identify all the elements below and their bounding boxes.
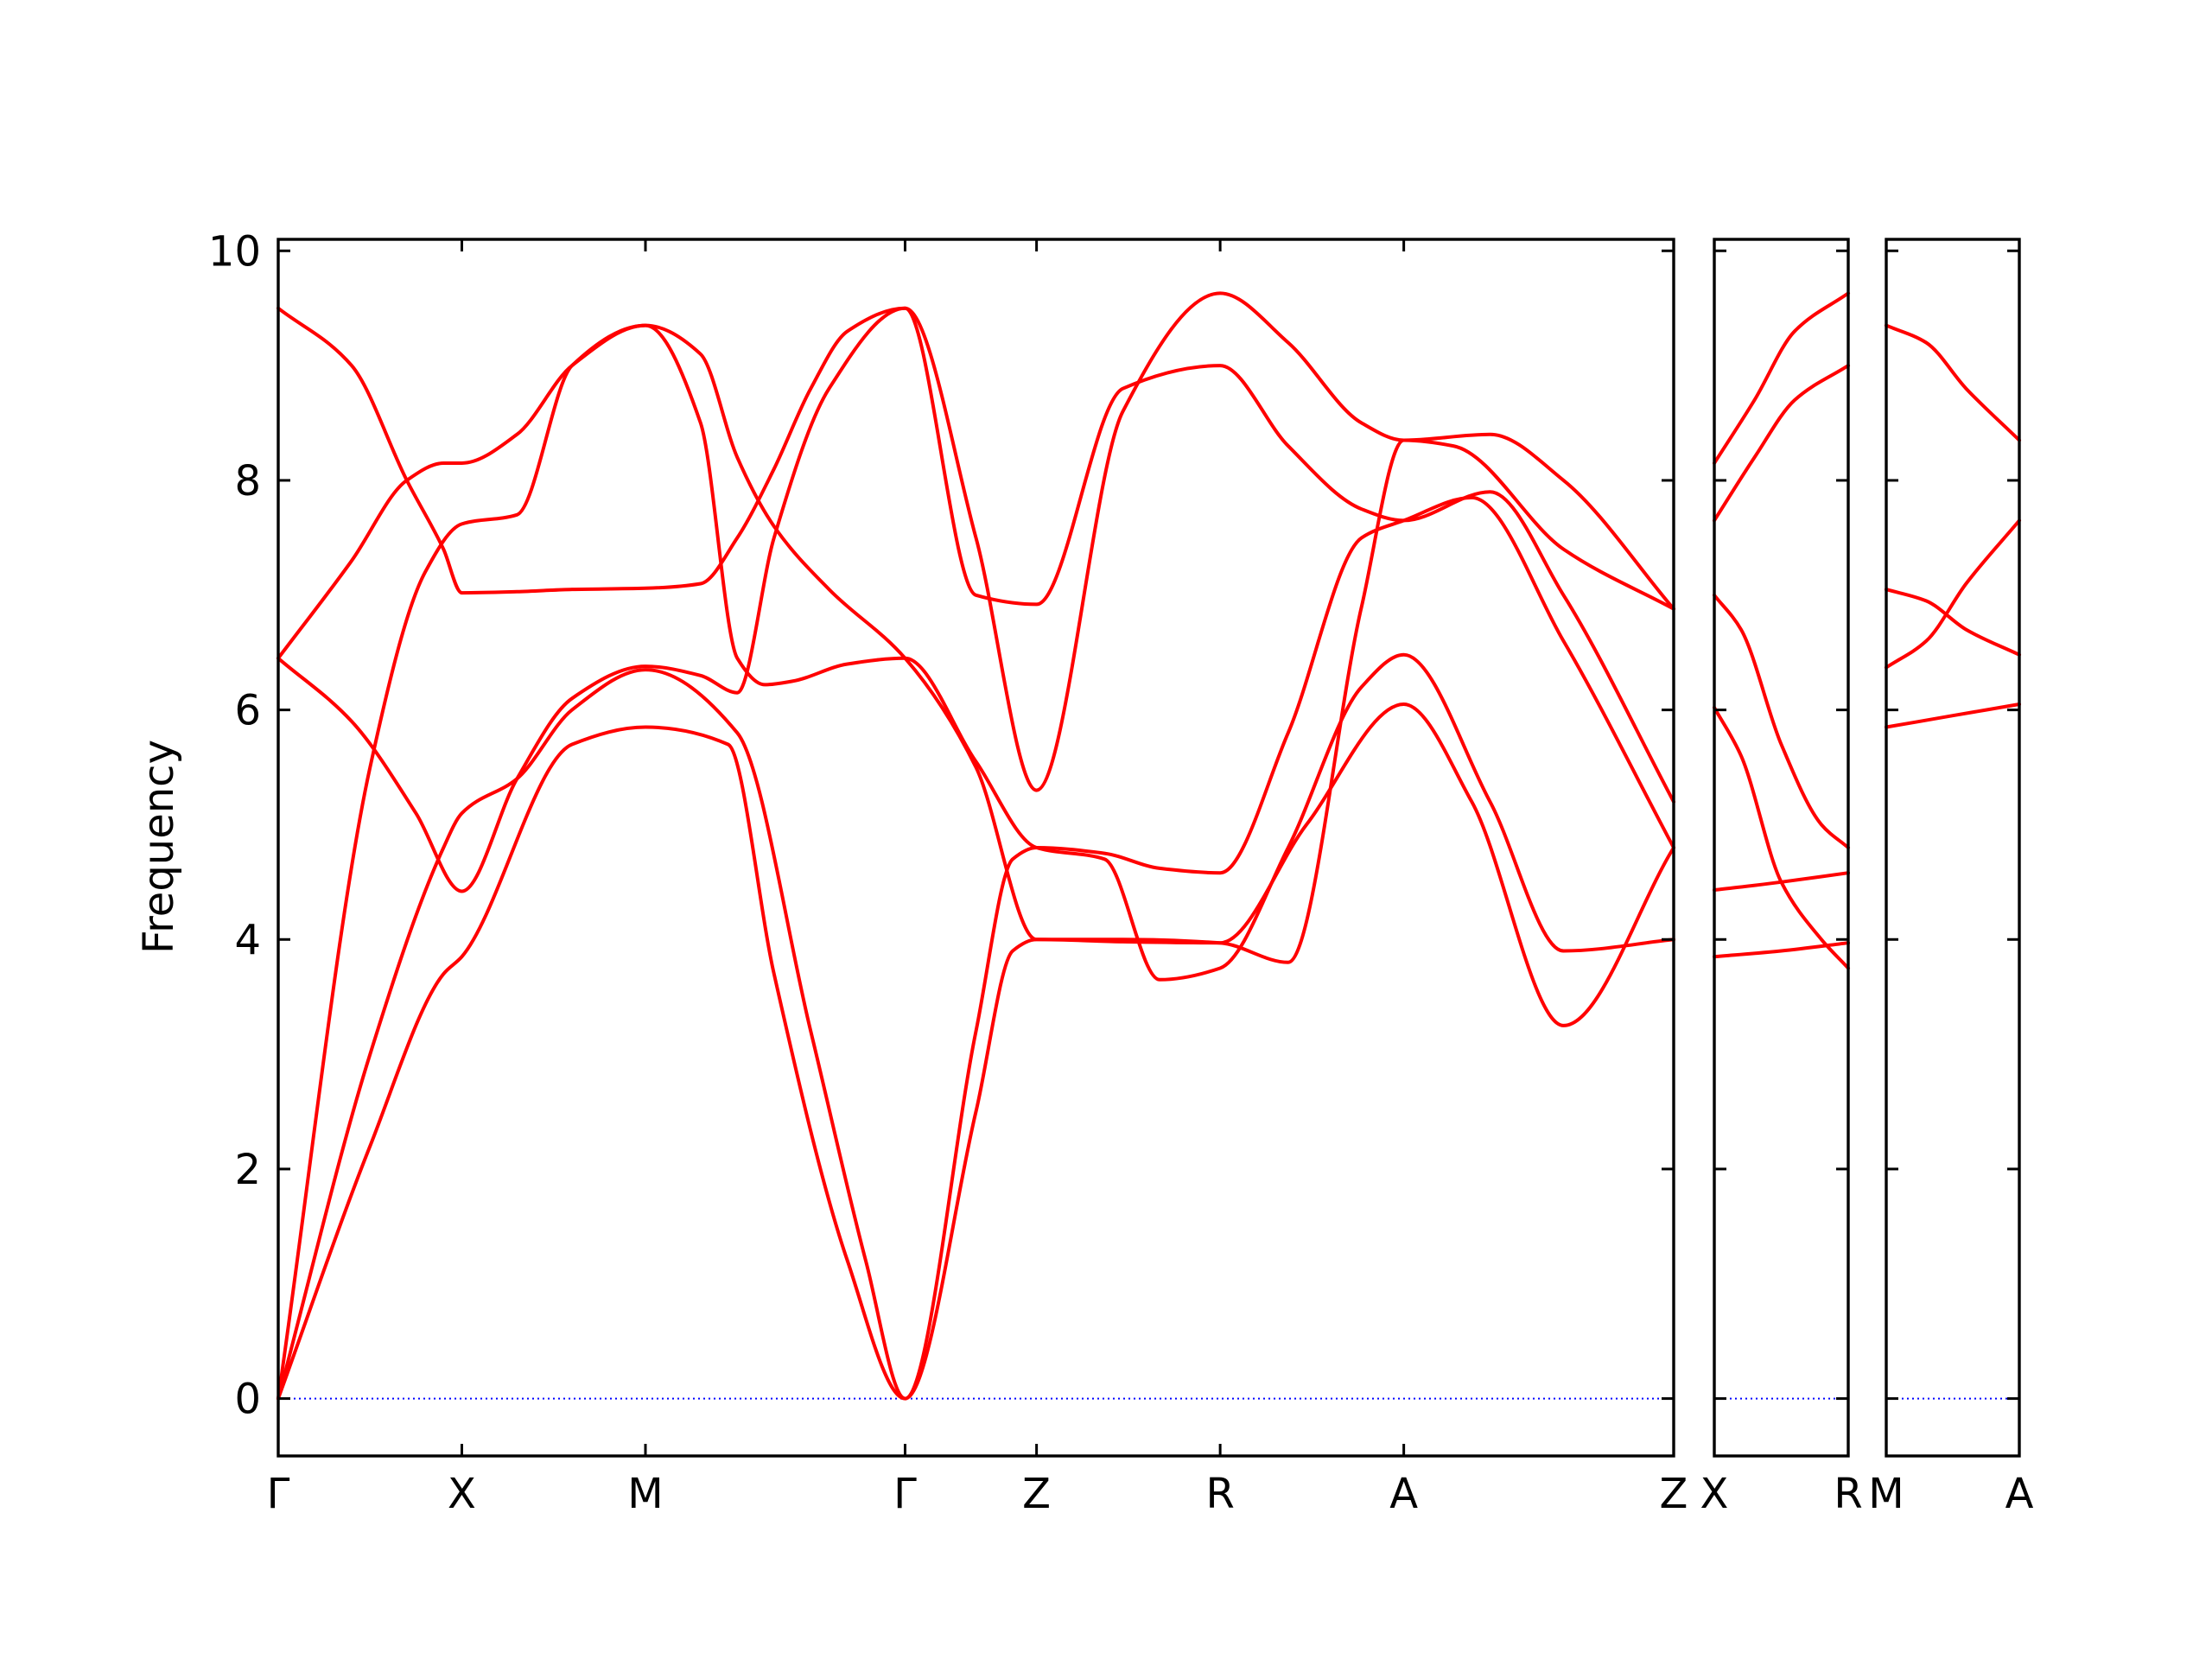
band-4 bbox=[276, 306, 1675, 893]
y-tick-label: 6 bbox=[234, 687, 261, 735]
y-tick-label: 10 bbox=[208, 227, 261, 276]
band-6 bbox=[1713, 291, 1850, 465]
band-3 bbox=[1885, 588, 2021, 657]
x-tick-label: Z bbox=[1022, 1470, 1051, 1518]
band-2 bbox=[276, 495, 1675, 1401]
band-1 bbox=[1885, 702, 2021, 729]
band-2 bbox=[1885, 518, 2021, 670]
y-tick-label: 4 bbox=[234, 916, 261, 964]
y-axis-label: Frequency bbox=[135, 740, 183, 954]
x-tick-label: X bbox=[1700, 1470, 1729, 1518]
panel-1: 0 2 4 6 8 10 Γ X M Γ Z R A Z bbox=[208, 227, 1688, 1518]
x-tick-label: X bbox=[448, 1470, 476, 1518]
y-tick-label: 2 bbox=[234, 1146, 261, 1194]
panel-frame bbox=[1885, 238, 2021, 1458]
panel-frame bbox=[1713, 238, 1850, 1458]
band-5 bbox=[1713, 364, 1850, 523]
x-tick-label: R bbox=[1834, 1470, 1862, 1518]
band-1 bbox=[276, 702, 1675, 1401]
x-tick-label: M bbox=[627, 1470, 663, 1518]
y-tick-label: 8 bbox=[234, 457, 261, 505]
y-tick-label: 0 bbox=[234, 1376, 261, 1424]
band-6 bbox=[276, 291, 1675, 792]
panel-frame bbox=[276, 238, 1675, 1458]
x-tick-label: Γ bbox=[893, 1470, 917, 1518]
x-tick-label: Z bbox=[1660, 1470, 1688, 1518]
band-3 bbox=[1713, 705, 1850, 970]
band-3 bbox=[276, 323, 1675, 1401]
x-tick-label: A bbox=[2005, 1470, 2034, 1518]
x-tick-label: Γ bbox=[267, 1470, 290, 1518]
x-tick-label: A bbox=[1389, 1470, 1418, 1518]
x-tick-label: M bbox=[1868, 1470, 1904, 1518]
band-5 bbox=[276, 323, 1675, 964]
x-tick-label: R bbox=[1205, 1470, 1234, 1518]
band-4 bbox=[1713, 593, 1850, 849]
band-4 bbox=[1885, 323, 2021, 442]
